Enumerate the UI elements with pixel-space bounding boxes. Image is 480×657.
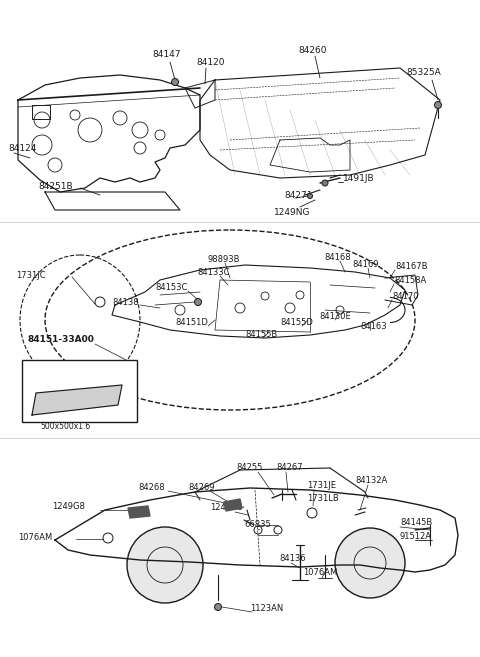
Text: 84271: 84271 xyxy=(284,191,312,200)
Text: 66835: 66835 xyxy=(244,520,271,529)
Circle shape xyxy=(215,604,221,610)
Text: 84163: 84163 xyxy=(360,322,386,331)
Circle shape xyxy=(171,78,179,85)
Text: 1731LB: 1731LB xyxy=(307,494,339,503)
Text: 1731JC: 1731JC xyxy=(16,271,46,280)
Text: 84255: 84255 xyxy=(236,463,263,472)
Text: 500x500x1.6: 500x500x1.6 xyxy=(40,422,90,431)
Bar xyxy=(22,360,137,422)
Text: 84124: 84124 xyxy=(8,144,36,153)
Text: 84138: 84138 xyxy=(112,298,139,307)
Text: 1491JB: 1491JB xyxy=(343,174,374,183)
Text: 1123AN: 1123AN xyxy=(250,604,283,613)
Text: 84132A: 84132A xyxy=(355,476,387,485)
Circle shape xyxy=(322,180,328,186)
Text: 84130E: 84130E xyxy=(319,312,351,321)
Text: 84169: 84169 xyxy=(352,260,379,269)
Text: 1731JE: 1731JE xyxy=(307,481,336,490)
Text: 84147: 84147 xyxy=(152,50,180,59)
Text: 84120: 84120 xyxy=(196,58,225,67)
Text: 84136: 84136 xyxy=(279,554,306,563)
Text: 1249G3: 1249G3 xyxy=(210,503,243,512)
Circle shape xyxy=(434,101,442,108)
Text: 84269: 84269 xyxy=(188,483,215,492)
Text: 98893B: 98893B xyxy=(207,255,240,264)
Text: 1249G8: 1249G8 xyxy=(52,502,85,511)
Polygon shape xyxy=(32,385,122,415)
Circle shape xyxy=(127,527,203,603)
Text: 84267: 84267 xyxy=(276,463,302,472)
Text: 84268: 84268 xyxy=(138,483,165,492)
Text: 84133C: 84133C xyxy=(197,268,229,277)
Text: 84151-33A00: 84151-33A00 xyxy=(28,335,95,344)
Text: 84155B: 84155B xyxy=(245,330,277,339)
Text: 84168: 84168 xyxy=(324,253,350,262)
Text: 84251B: 84251B xyxy=(38,182,72,191)
Text: 84155D: 84155D xyxy=(280,318,313,327)
Circle shape xyxy=(308,194,312,198)
Polygon shape xyxy=(128,506,150,518)
Text: 84145B: 84145B xyxy=(400,518,432,527)
Bar xyxy=(32,105,50,119)
Text: 1076AM: 1076AM xyxy=(18,533,52,542)
Text: 91512A: 91512A xyxy=(400,532,432,541)
Text: 84151D: 84151D xyxy=(175,318,208,327)
Text: 84158A: 84158A xyxy=(394,276,426,285)
Circle shape xyxy=(335,528,405,598)
Text: 1076AM: 1076AM xyxy=(303,568,337,577)
Text: 84153C: 84153C xyxy=(155,283,187,292)
Polygon shape xyxy=(224,499,242,511)
Circle shape xyxy=(194,298,202,306)
Text: 84167B: 84167B xyxy=(395,262,428,271)
Text: 84260: 84260 xyxy=(298,46,326,55)
Text: 1249NG: 1249NG xyxy=(274,208,311,217)
Text: 85325A: 85325A xyxy=(406,68,441,77)
Text: 84170: 84170 xyxy=(392,292,419,301)
